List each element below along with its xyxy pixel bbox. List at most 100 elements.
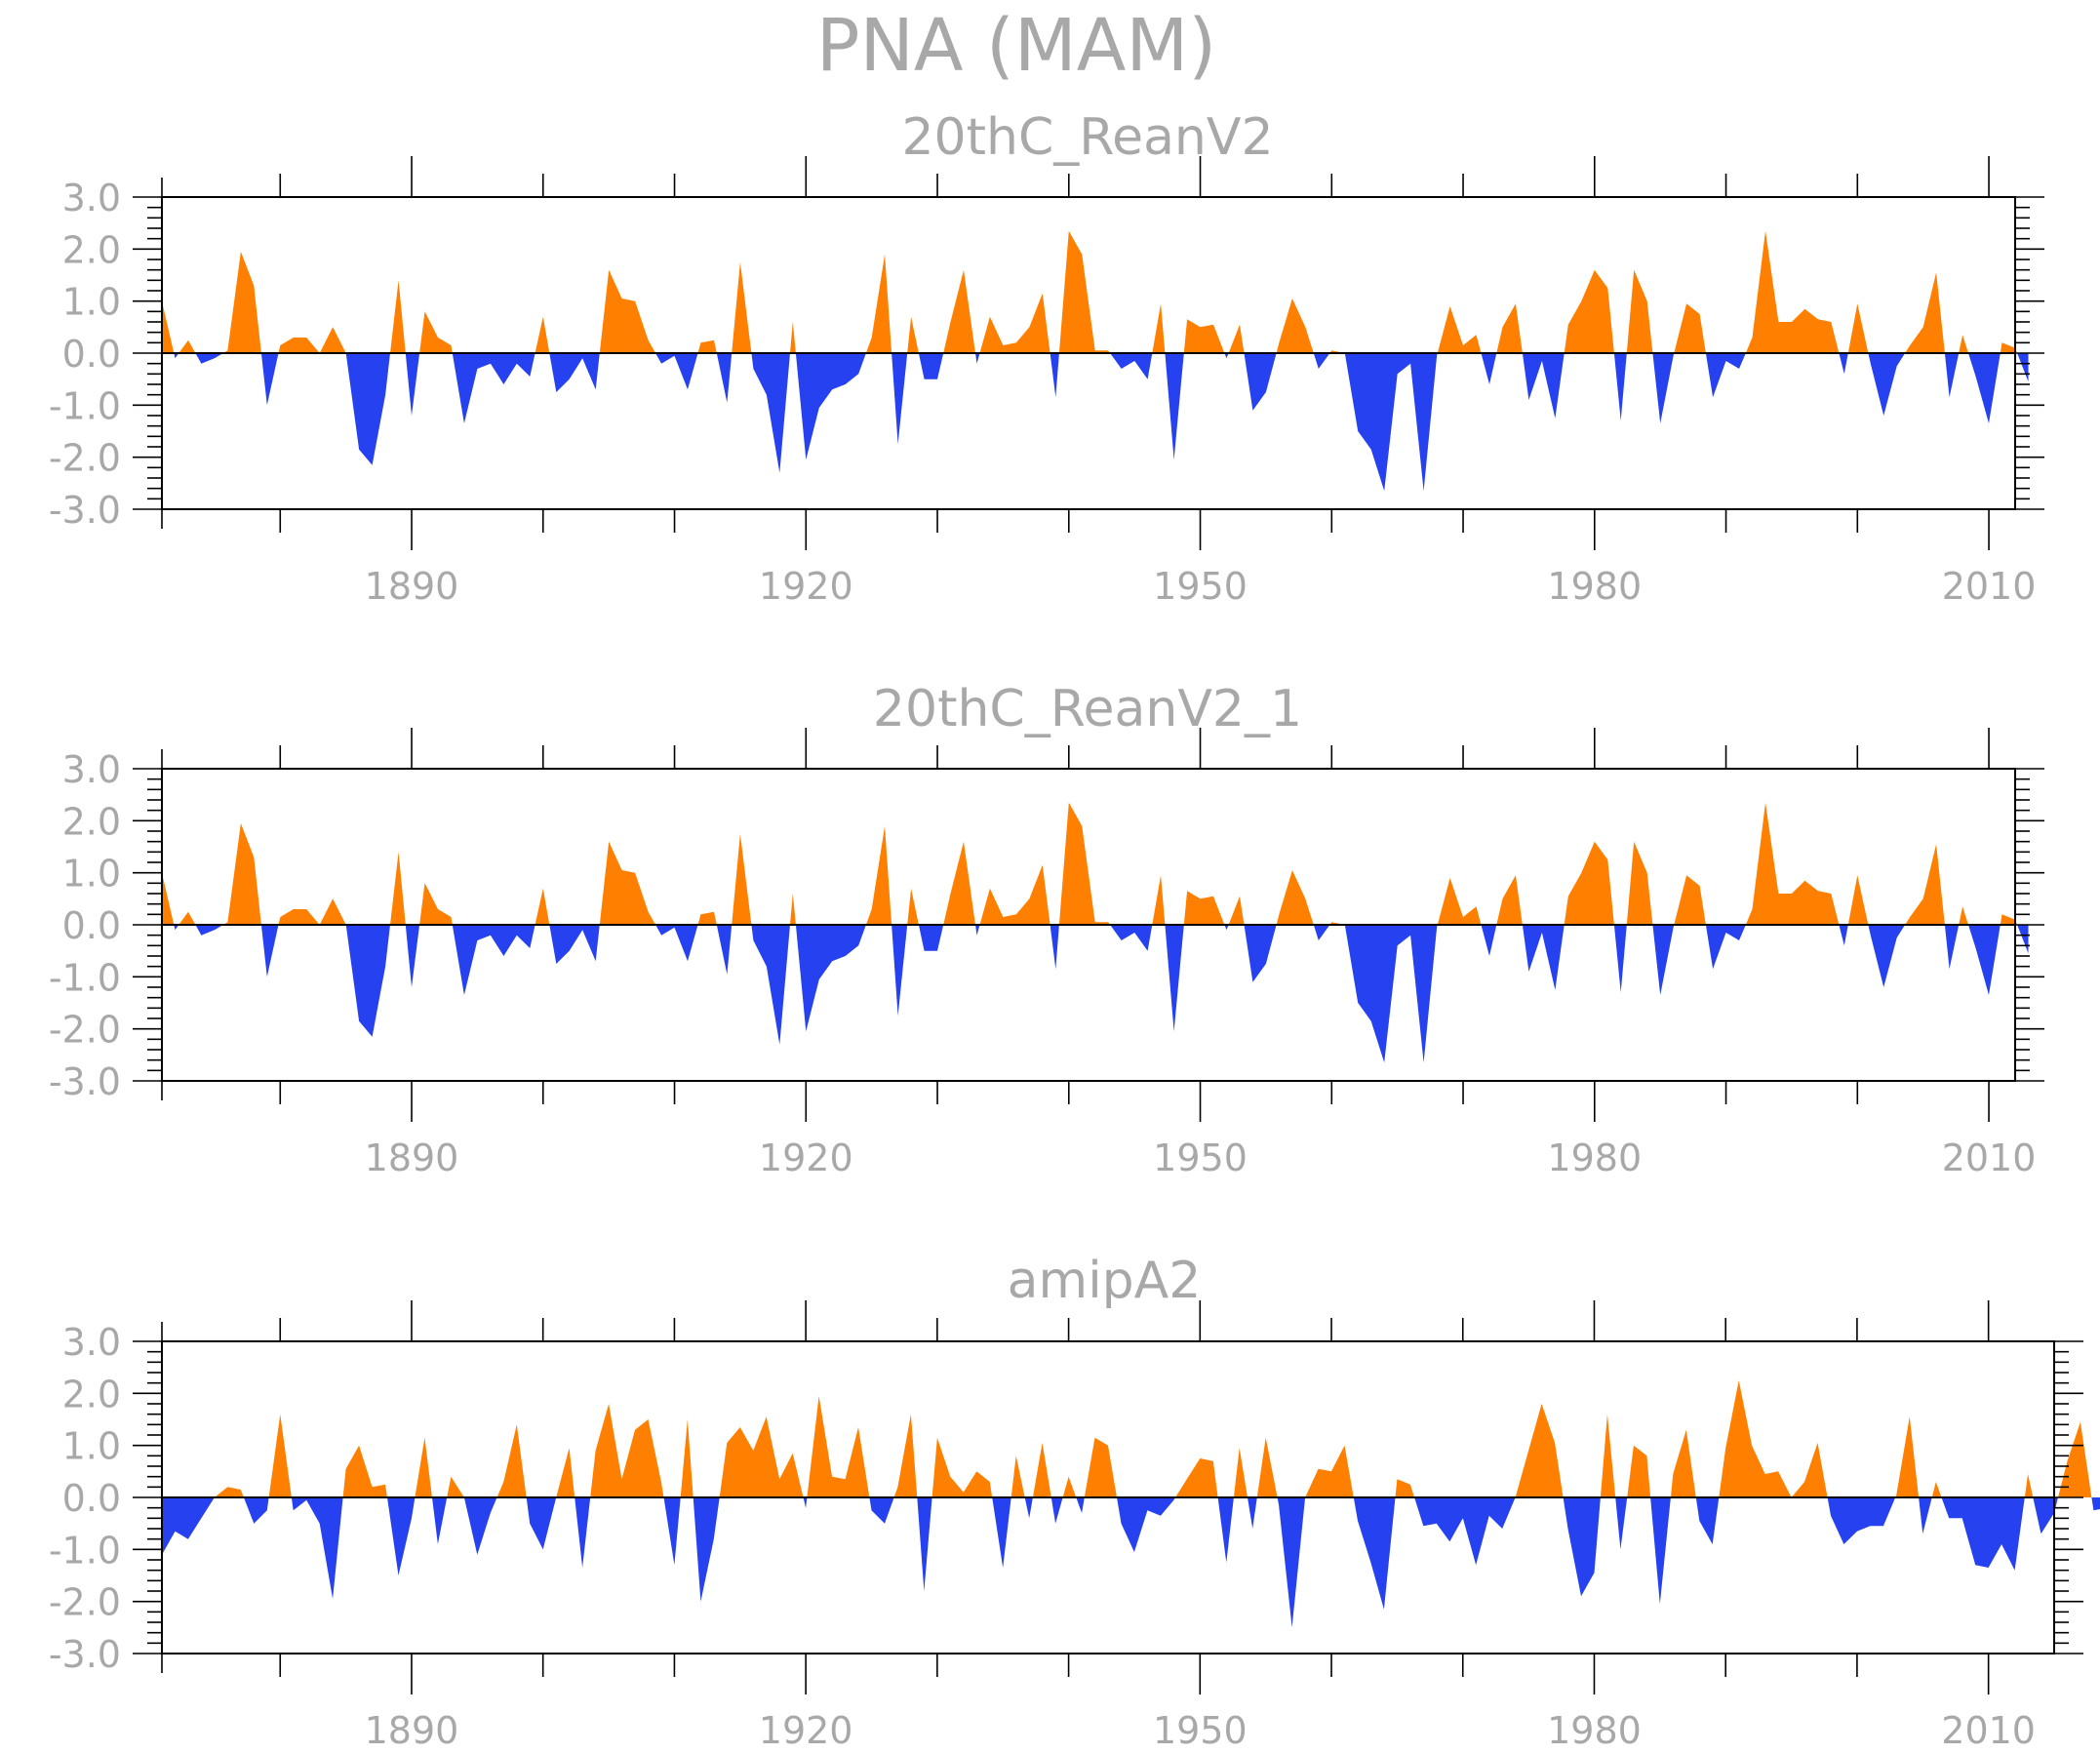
negative-area	[1522, 925, 1565, 990]
positive-area	[1276, 299, 1314, 353]
x-tick-label: 1890	[365, 565, 459, 608]
negative-area	[1944, 353, 1960, 398]
positive-area	[732, 833, 752, 925]
positive-area	[1496, 875, 1523, 925]
positive-area	[1305, 1445, 1354, 1497]
negative-area	[751, 925, 790, 1045]
positive-area	[342, 1445, 387, 1497]
negative-area	[803, 1497, 808, 1508]
negative-area	[260, 353, 279, 406]
positive-area	[1847, 875, 1869, 925]
negative-area	[1481, 353, 1497, 384]
negative-area	[452, 925, 535, 995]
negative-area	[1613, 925, 1627, 993]
negative-area	[1313, 353, 1330, 369]
positive-area	[590, 1404, 664, 1497]
y-tick-label: -3.0	[49, 489, 121, 532]
positive-area	[1233, 1448, 1248, 1497]
negative-area	[526, 1497, 557, 1550]
negative-area	[345, 353, 390, 465]
y-axis: 3.0 2.0 1.0 0.0 -1.0 -2.0 -3.0	[49, 748, 2044, 1103]
y-tick-label: 1.0	[62, 853, 121, 896]
positive-area	[732, 261, 752, 353]
y-axis: 3.0 2.0 1.0 0.0 -1.0 -2.0 -3.0	[49, 1321, 2083, 1676]
positive-area	[719, 1416, 804, 1497]
positive-area	[1674, 303, 1706, 353]
series-area	[162, 802, 2029, 1063]
positive-area	[790, 322, 796, 353]
negative-area	[1344, 925, 1438, 1063]
negative-area	[1313, 925, 1330, 940]
negative-area	[869, 1497, 894, 1524]
x-axis: 1890 1920 1950 1980 2010	[161, 728, 2036, 1179]
positive-area	[1276, 870, 1314, 925]
positive-area	[907, 316, 919, 353]
positive-area	[2058, 1421, 2092, 1497]
positive-area	[807, 1396, 870, 1497]
positive-area	[1496, 303, 1523, 353]
negative-area	[195, 353, 223, 364]
positive-area	[178, 911, 196, 925]
negative-area	[1941, 1497, 2025, 1571]
positive-area	[1847, 303, 1869, 353]
negative-area	[716, 925, 733, 975]
x-tick-label: 1980	[1547, 1136, 1642, 1179]
positive-area	[419, 883, 453, 925]
negative-area	[260, 925, 279, 977]
x-tick-label: 1920	[759, 1709, 853, 1752]
negative-area	[174, 925, 179, 931]
negative-area	[1695, 1497, 1720, 1544]
negative-area	[892, 925, 908, 1017]
positive-area	[1626, 269, 1653, 353]
positive-area	[419, 311, 453, 353]
positive-area	[680, 1419, 693, 1497]
positive-area	[979, 293, 1050, 353]
positive-area	[1010, 1455, 1025, 1497]
negative-area	[345, 925, 390, 1037]
negative-area	[195, 925, 223, 936]
positive-area	[535, 888, 550, 925]
negative-area	[1050, 1497, 1063, 1524]
negative-area	[1353, 1497, 1396, 1610]
y-tick-label: 0.0	[62, 333, 121, 376]
positive-area	[278, 327, 346, 353]
negative-area	[1165, 353, 1184, 460]
negative-area	[1839, 925, 1848, 946]
positive-area	[1437, 306, 1482, 353]
positive-area	[1437, 878, 1482, 925]
positive-area	[1600, 1414, 1616, 1497]
positive-area	[1626, 841, 1653, 925]
positive-area	[1627, 1445, 1651, 1497]
negative-area	[1110, 925, 1153, 951]
positive-area	[222, 823, 261, 925]
negative-area	[432, 1497, 448, 1544]
negative-area	[1650, 1497, 1671, 1605]
positive-area	[162, 300, 175, 353]
y-tick-label: 2.0	[62, 1373, 121, 1415]
y-tick-label: 3.0	[62, 1321, 121, 1364]
x-tick-label: 1950	[1153, 565, 1248, 608]
negative-area	[892, 353, 908, 445]
negative-area	[1244, 353, 1277, 411]
negative-area	[795, 353, 866, 460]
positive-area	[1183, 891, 1225, 925]
x-tick-label: 2010	[1941, 1709, 2036, 1752]
x-tick-label: 1950	[1153, 1709, 1248, 1752]
positive-area	[2000, 914, 2018, 925]
series-area	[162, 1380, 2100, 1628]
negative-area	[1613, 353, 1627, 421]
negative-area	[463, 1497, 497, 1555]
positive-area	[1228, 896, 1245, 925]
negative-area	[1944, 925, 1960, 970]
y-tick-label: -2.0	[49, 1581, 121, 1624]
positive-area	[268, 1414, 292, 1497]
negative-area	[1652, 925, 1675, 995]
negative-area	[1224, 925, 1229, 931]
x-tick-label: 2010	[1942, 565, 2037, 608]
positive-area	[390, 280, 406, 353]
panel-title: 20thC_ReanV2	[901, 108, 1273, 167]
positive-area	[1228, 324, 1245, 353]
negative-area	[2017, 353, 2029, 382]
positive-area	[1674, 875, 1706, 925]
